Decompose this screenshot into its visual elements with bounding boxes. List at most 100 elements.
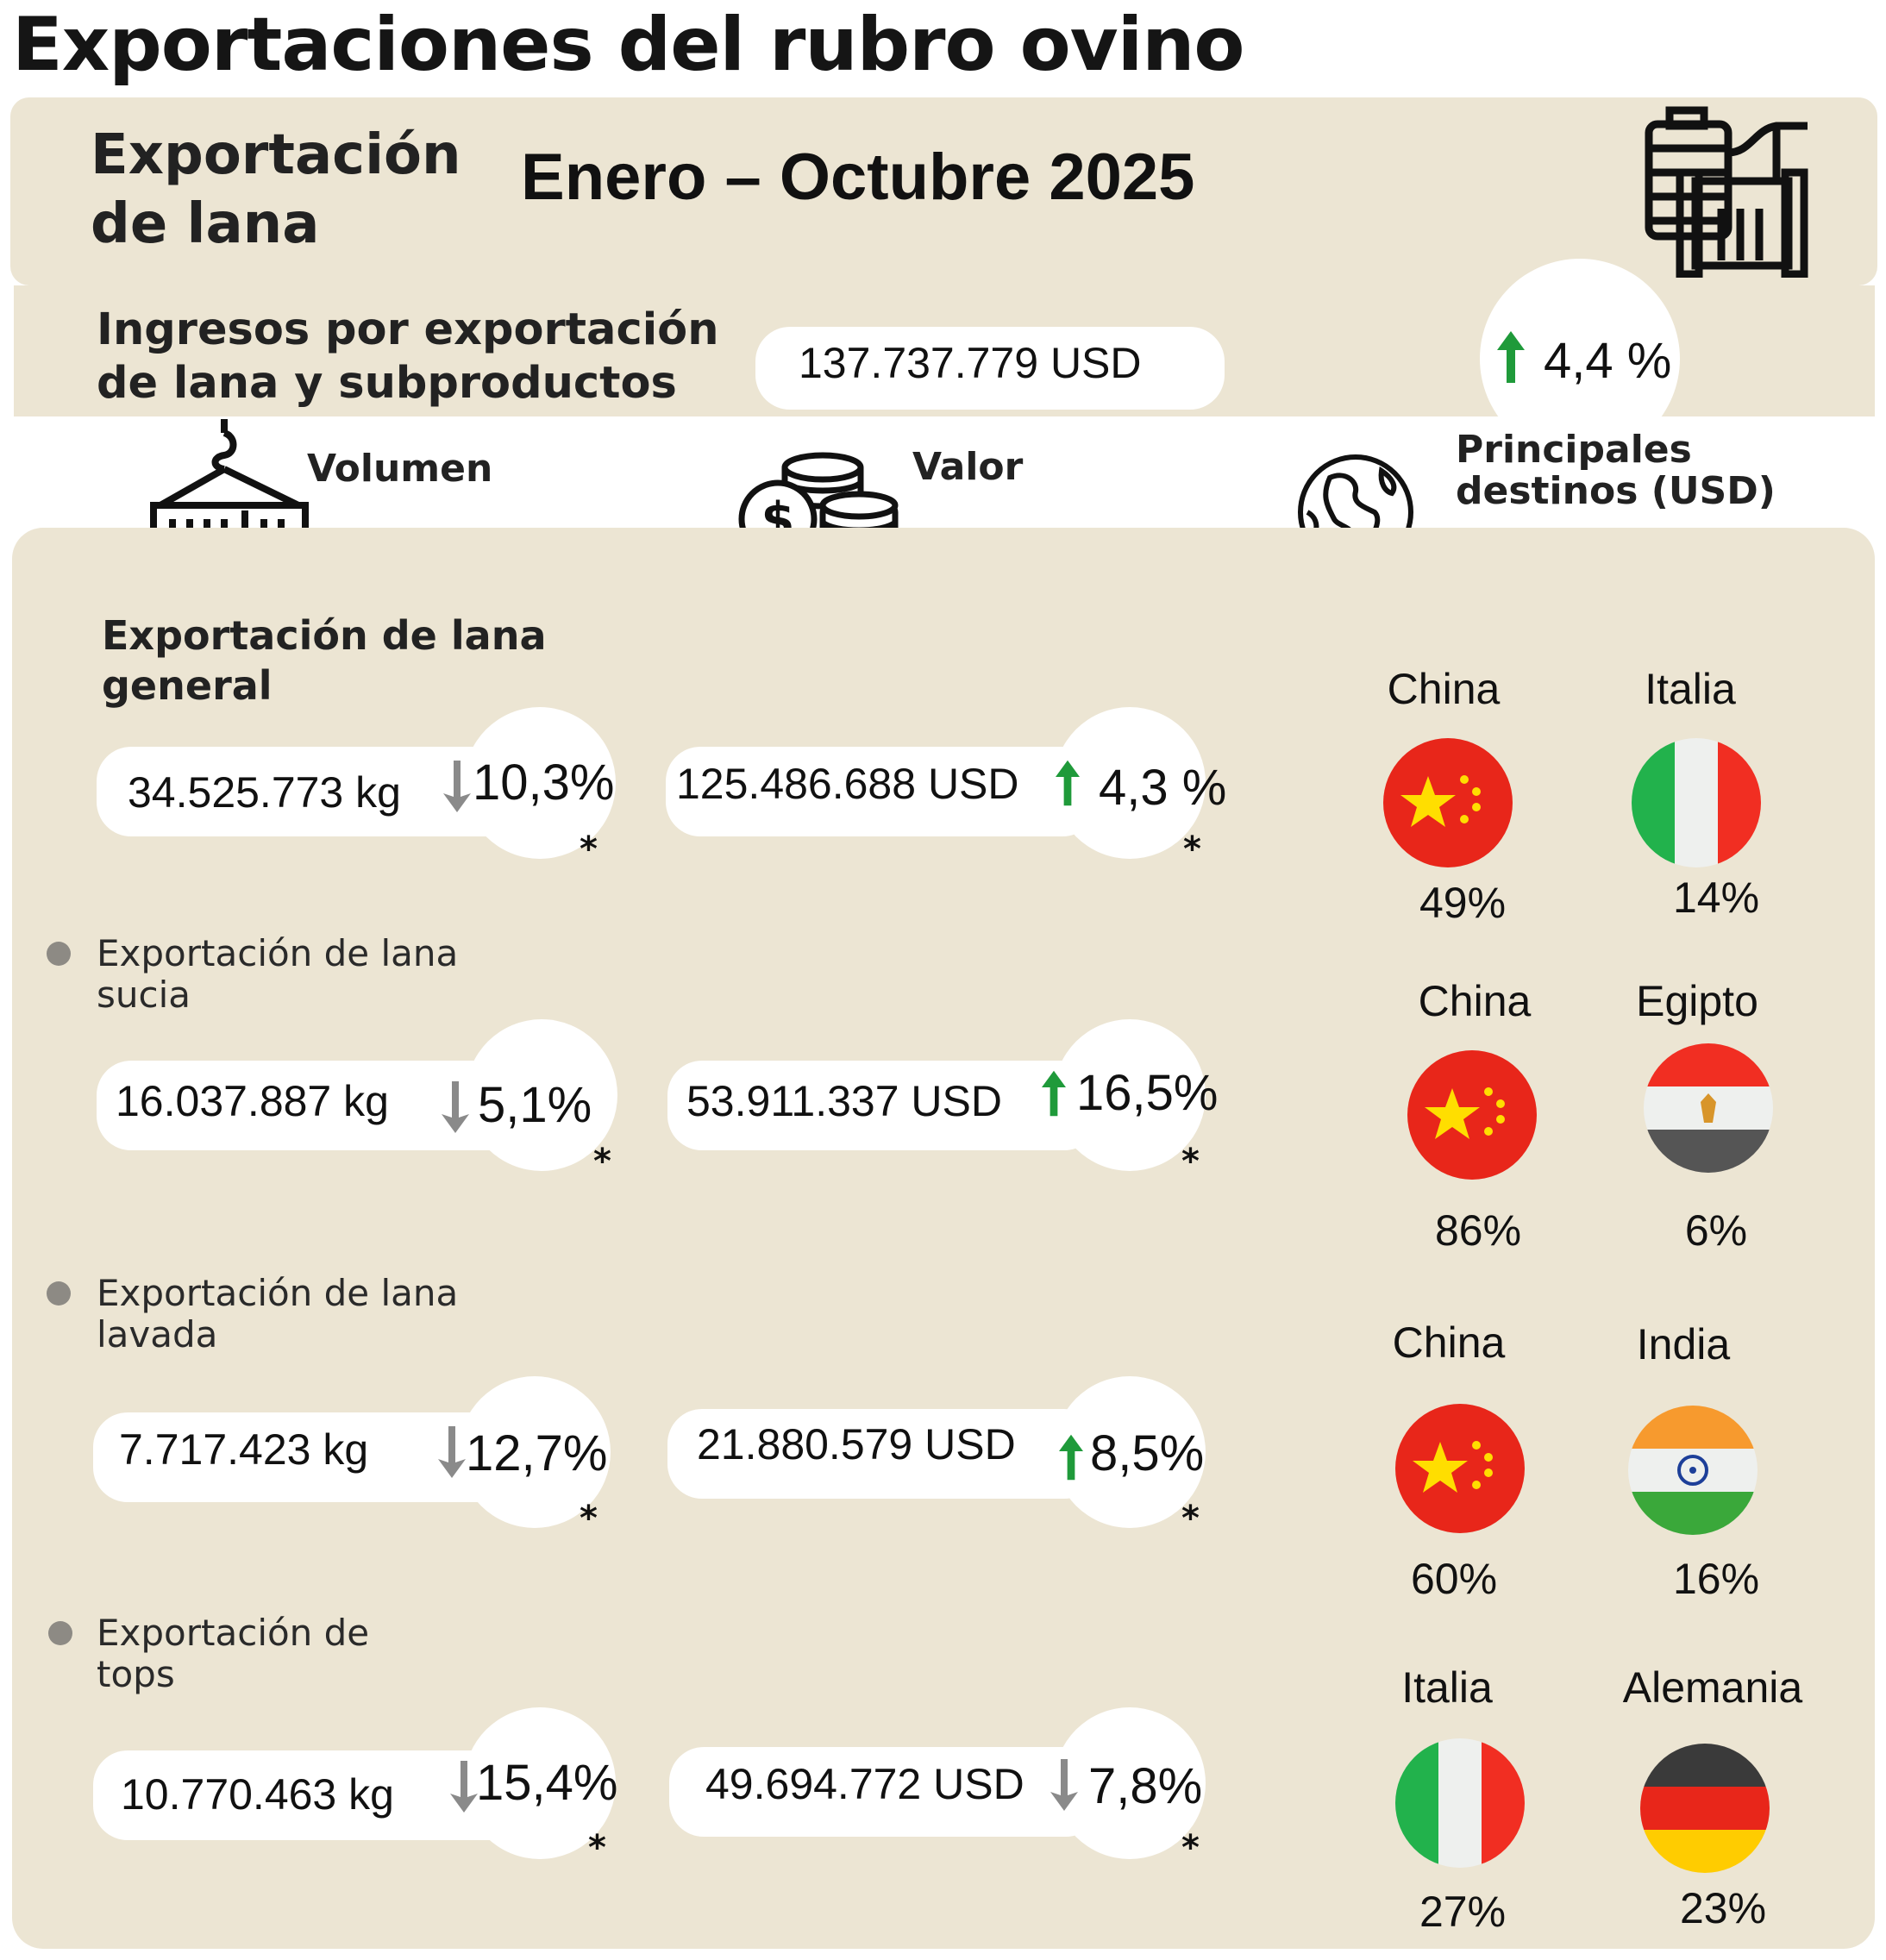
ingresos-change: 4,4 % (1544, 333, 1672, 389)
value-amount: 21.880.579 USD (697, 1420, 1016, 1468)
section-title-line1: Exportación de (97, 1612, 370, 1654)
italy-flag-icon (1395, 1738, 1525, 1868)
column-destinos-line2: destinos (USD) (1456, 469, 1776, 513)
destination-1-share: 49% (1419, 879, 1507, 927)
value-pill (667, 1061, 1099, 1150)
india-flag-icon (1628, 1406, 1758, 1535)
destination-2-name: India (1636, 1320, 1731, 1368)
volume-change: 5,1% (478, 1077, 592, 1133)
section-sucia-title: Exportación de lana sucia (97, 933, 458, 1016)
period-label: Enero – Octubre 2025 (521, 141, 1195, 214)
bullet-dot (48, 1621, 72, 1645)
destination-2-share: 14% (1672, 874, 1760, 922)
volume-value: 34.525.773 kg (128, 768, 401, 817)
value-pill (669, 1747, 1100, 1837)
egypt-flag-icon (1644, 1043, 1773, 1173)
bullet-dot (47, 1281, 71, 1306)
value-change-circle (1054, 1019, 1206, 1171)
value-pill (666, 747, 1097, 836)
china-flag-icon (1407, 1050, 1537, 1180)
destination-1-name: China (1418, 977, 1532, 1025)
value-change-circle (1054, 707, 1206, 859)
ingresos-label-line2: de lana y subproductos (97, 358, 677, 409)
footnote-mark: * (588, 1828, 606, 1868)
ingresos-label: Ingresos por exportación de lana y subpr… (97, 304, 719, 410)
section-general-title: Exportación de lana general (102, 611, 546, 711)
arrow-down-icon (1050, 1759, 1078, 1811)
value-change-circle (1054, 1376, 1206, 1528)
destination-2-name: Egipto (1636, 977, 1758, 1025)
section-title-line1: Exportación de lana (97, 932, 459, 974)
value-amount: 125.486.688 USD (676, 760, 1019, 808)
footnote-mark: * (580, 1499, 598, 1538)
volume-value: 16.037.887 kg (116, 1077, 389, 1125)
main-panel (12, 528, 1875, 1949)
destination-2-share: 16% (1672, 1555, 1760, 1603)
column-valor: Valor (912, 445, 1024, 489)
destination-1-name: China (1392, 1318, 1506, 1367)
destination-1-name: Italia (1401, 1663, 1493, 1712)
destination-2-share: 23% (1679, 1884, 1767, 1932)
arrow-down-icon (450, 1761, 478, 1813)
section-tops-title: Exportación de tops (97, 1612, 369, 1695)
italy-flag-icon (1632, 738, 1761, 867)
section-title-line1: Exportación de lana (102, 612, 547, 659)
destination-2-name: Italia (1645, 665, 1736, 713)
value-change-circle (1054, 1707, 1206, 1859)
volume-change-circle (464, 1707, 616, 1859)
arrow-up-icon (1042, 1070, 1066, 1117)
spinning-machine-icon (1645, 106, 1808, 278)
header-subtitle: Exportación de lana (91, 121, 461, 259)
arrow-down-icon (442, 1081, 469, 1133)
footnote-mark: * (593, 1142, 611, 1181)
destination-2-name: Alemania (1622, 1663, 1803, 1712)
header-band (10, 97, 1877, 285)
value-change: 16,5% (1076, 1065, 1219, 1121)
header-subtitle-line2: de lana (91, 192, 320, 256)
ingresos-label-line1: Ingresos por exportación (97, 304, 719, 355)
value-amount: 49.694.772 USD (705, 1760, 1024, 1808)
column-destinos: Principales destinos (USD) (1456, 429, 1776, 512)
arrow-up-icon (1497, 331, 1525, 383)
volume-change-circle (466, 1019, 617, 1171)
section-lavada-title: Exportación de lana lavada (97, 1273, 458, 1356)
arrow-down-icon (438, 1426, 466, 1478)
value-change: 8,5% (1090, 1425, 1205, 1481)
china-flag-icon (1395, 1404, 1525, 1533)
section-title-line2: tops (97, 1653, 175, 1695)
arrow-up-icon (1056, 760, 1080, 806)
section-title-line2: general (102, 662, 273, 709)
value-amount: 53.911.337 USD (686, 1077, 1002, 1125)
volume-change: 10,3% (473, 755, 615, 811)
column-volumen: Volumen (307, 447, 493, 491)
volume-change: 15,4% (476, 1755, 618, 1811)
destination-1-share: 27% (1419, 1888, 1507, 1936)
destination-1-share: 86% (1434, 1206, 1522, 1255)
section-title-line1: Exportación de lana (97, 1272, 459, 1314)
volume-value: 10.770.463 kg (121, 1770, 394, 1819)
header-subtitle-line1: Exportación (91, 123, 461, 187)
section-title-line2: lavada (97, 1313, 218, 1356)
page-title: Exportaciones del rubro ovino (12, 2, 1245, 88)
china-flag-icon (1383, 738, 1513, 867)
destination-1-share: 60% (1410, 1555, 1498, 1603)
footnote-mark: * (1183, 830, 1201, 869)
ingresos-value: 137.737.779 USD (799, 339, 1142, 387)
destination-2-share: 6% (1684, 1206, 1748, 1255)
bullet-dot (47, 942, 71, 966)
section-title-line2: sucia (97, 974, 191, 1016)
column-destinos-line1: Principales (1456, 428, 1692, 472)
footnote-mark: * (1181, 1142, 1200, 1181)
arrow-down-icon (443, 761, 471, 812)
volume-change-circle (459, 1376, 611, 1528)
destination-1-name: China (1387, 665, 1501, 713)
arrow-up-icon (1059, 1434, 1083, 1481)
ingresos-value-pill (755, 327, 1225, 410)
volume-change-circle (464, 707, 616, 859)
footnote-mark: * (1181, 1828, 1200, 1868)
value-pill (667, 1409, 1099, 1499)
volume-value: 7.717.423 kg (119, 1425, 369, 1474)
value-change: 4,3 % (1099, 760, 1227, 816)
volume-change: 12,7% (466, 1425, 608, 1481)
footnote-mark: * (1181, 1499, 1200, 1538)
